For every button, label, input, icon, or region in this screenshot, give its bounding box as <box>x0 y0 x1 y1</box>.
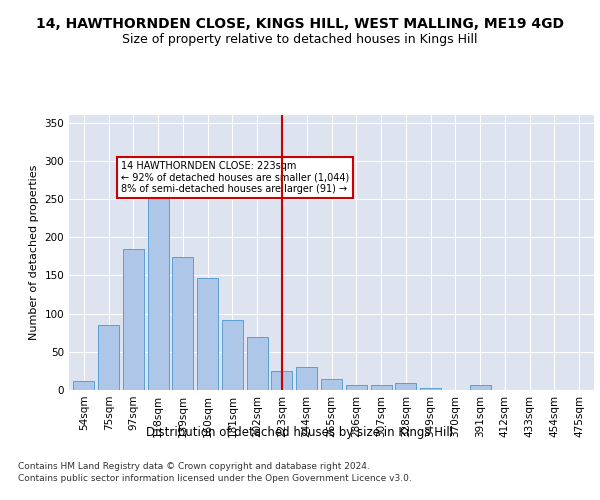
Bar <box>470 386 491 390</box>
Bar <box>73 381 94 390</box>
Bar <box>123 250 144 390</box>
Bar <box>247 338 268 390</box>
Bar <box>371 384 392 390</box>
Bar <box>98 325 119 390</box>
Bar <box>197 278 218 390</box>
Y-axis label: Number of detached properties: Number of detached properties <box>29 165 39 340</box>
Bar <box>148 169 169 390</box>
Bar <box>222 320 243 390</box>
Bar <box>296 367 317 390</box>
Bar <box>172 257 193 390</box>
Bar <box>271 371 292 390</box>
Text: Contains HM Land Registry data © Crown copyright and database right 2024.
Contai: Contains HM Land Registry data © Crown c… <box>18 462 412 483</box>
Bar <box>321 380 342 390</box>
Text: 14, HAWTHORNDEN CLOSE, KINGS HILL, WEST MALLING, ME19 4GD: 14, HAWTHORNDEN CLOSE, KINGS HILL, WEST … <box>36 18 564 32</box>
Text: Size of property relative to detached houses in Kings Hill: Size of property relative to detached ho… <box>122 32 478 46</box>
Text: 14 HAWTHORNDEN CLOSE: 223sqm
← 92% of detached houses are smaller (1,044)
8% of : 14 HAWTHORNDEN CLOSE: 223sqm ← 92% of de… <box>121 161 349 194</box>
Bar <box>395 383 416 390</box>
Text: Distribution of detached houses by size in Kings Hill: Distribution of detached houses by size … <box>146 426 454 439</box>
Bar <box>420 388 441 390</box>
Bar <box>346 386 367 390</box>
